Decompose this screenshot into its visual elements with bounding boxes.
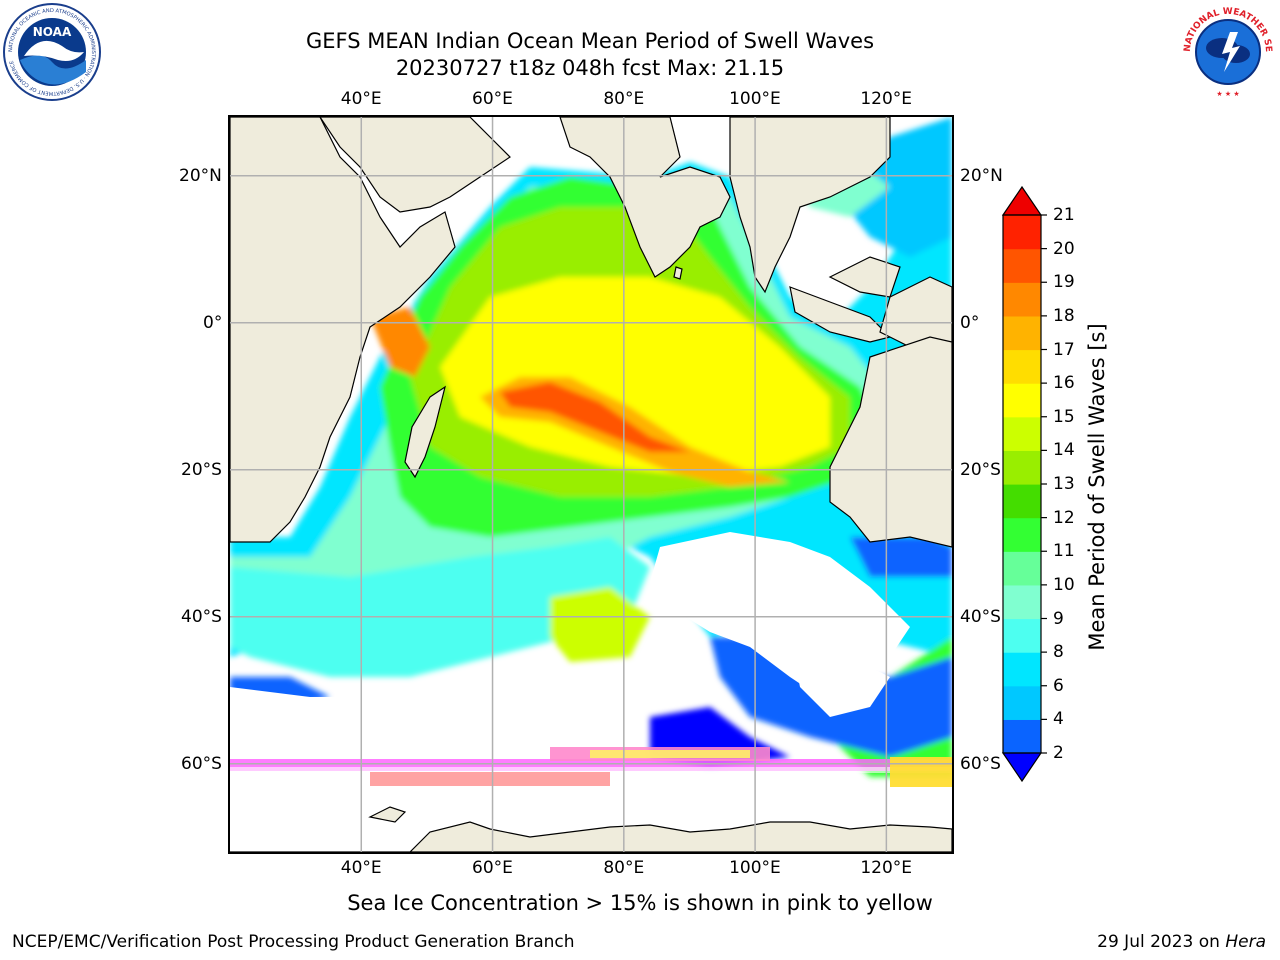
colorbar-segment <box>1003 416 1041 451</box>
colorbar-tick-label: 6 <box>1053 675 1064 696</box>
chart-title: GEFS MEAN Indian Ocean Mean Period of Sw… <box>305 29 875 53</box>
lat-tick-label: 20°S <box>960 459 1001 480</box>
chart-subtitle: 20230727 t18z 048h fcst Max: 21.15 <box>395 56 785 80</box>
colorbar-tick-label: 17 <box>1053 339 1075 360</box>
colorbar-tick-label: 12 <box>1053 507 1075 528</box>
colorbar-segment <box>1003 517 1041 552</box>
colorbar-tick-label: 15 <box>1053 406 1075 427</box>
colorbar-segment <box>1003 383 1041 418</box>
colorbar-tick-label: 2 <box>1053 743 1064 763</box>
colorbar-segment <box>1003 551 1041 586</box>
lon-tick-label: 120°E <box>860 858 913 878</box>
map-panel <box>228 115 954 854</box>
colorbar-max-extension <box>1001 185 1043 216</box>
lat-tick-label: 20°N <box>960 165 1003 186</box>
lat-tick-label: 60°S <box>960 753 1001 774</box>
lat-tick-label: 20°N <box>179 165 222 186</box>
sea-ice-band <box>230 747 952 787</box>
lat-tick-label: 60°S <box>181 753 222 774</box>
colorbar-min-extension <box>1001 752 1043 783</box>
lon-tick-label: 60°E <box>472 89 513 109</box>
colorbar-tick-label: 18 <box>1053 305 1075 326</box>
lon-tick-label: 100°E <box>729 858 781 878</box>
colorbar-label: Mean Period of Swell Waves [s] <box>1085 323 1109 651</box>
lon-tick-label: 80°E <box>603 858 645 878</box>
colorbar-tick-label: 20 <box>1053 238 1075 259</box>
lat-tick-label: 20°S <box>181 459 222 480</box>
colorbar-tick-label: 4 <box>1053 709 1064 730</box>
credit-left: NCEP/EMC/Verification Post Processing Pr… <box>12 932 575 952</box>
map-canvas <box>230 117 952 852</box>
lat-tick-label: 0° <box>960 312 980 333</box>
colorbar-tick-label: 8 <box>1053 642 1064 663</box>
colorbar-segment <box>1003 584 1041 620</box>
lon-tick-label: 120°E <box>860 89 913 109</box>
colorbar-tick-label: 21 <box>1053 205 1075 225</box>
colorbar-segment <box>1003 215 1041 250</box>
sea-ice-footnote: Sea Ice Concentration > 15% is shown in … <box>347 891 933 915</box>
colorbar-segment <box>1003 248 1041 283</box>
credit-right: 29 Jul 2023 on Hera <box>1097 932 1266 952</box>
noaa-logo: NOAA NATIONAL OCEANIC AND ATMOSPHERIC AD… <box>3 3 101 101</box>
colorbar <box>1001 185 1047 783</box>
colorbar-segment <box>1003 618 1041 653</box>
colorbar-segment <box>1003 315 1041 351</box>
lon-tick-label: 40°E <box>340 858 382 878</box>
colorbar-tick-label: 10 <box>1053 574 1075 595</box>
swell-period-field <box>230 117 952 777</box>
colorbar-segment <box>1003 450 1041 485</box>
national-weather-service-logo: NATIONAL WEATHER SERVICE ★ ★ ★ <box>1178 2 1276 100</box>
lat-tick-label: 40°S <box>181 606 222 627</box>
lat-tick-label: 40°S <box>960 606 1001 627</box>
colorbar-segment <box>1003 652 1041 687</box>
colorbar-segment <box>1003 685 1041 720</box>
svg-text:★ ★ ★: ★ ★ ★ <box>1216 90 1239 98</box>
credit-date: 29 Jul 2023 on <box>1097 932 1226 952</box>
gridlines <box>230 117 952 852</box>
lon-tick-label: 80°E <box>603 89 645 109</box>
colorbar-segment <box>1003 282 1041 317</box>
colorbar-segment <box>1003 484 1041 519</box>
land-masses <box>230 117 952 852</box>
noaa-logo-text: NOAA <box>33 25 72 39</box>
colorbar-tick-label: 11 <box>1053 541 1075 562</box>
colorbar-tick-label: 19 <box>1053 272 1075 293</box>
colorbar-segment <box>1003 719 1041 754</box>
colorbar-segment <box>1003 349 1041 384</box>
lon-tick-label: 40°E <box>340 89 382 109</box>
masked-areas <box>230 532 910 757</box>
credit-host: Hera <box>1225 932 1266 952</box>
colorbar-tick-label: 16 <box>1053 373 1075 394</box>
lat-tick-label: 0° <box>203 312 223 333</box>
lon-tick-label: 60°E <box>472 858 513 878</box>
colorbar-tick-label: 9 <box>1053 608 1064 629</box>
lon-tick-label: 100°E <box>729 89 781 109</box>
colorbar-tick-label: 14 <box>1053 440 1075 461</box>
colorbar-tick-label: 13 <box>1053 474 1075 494</box>
